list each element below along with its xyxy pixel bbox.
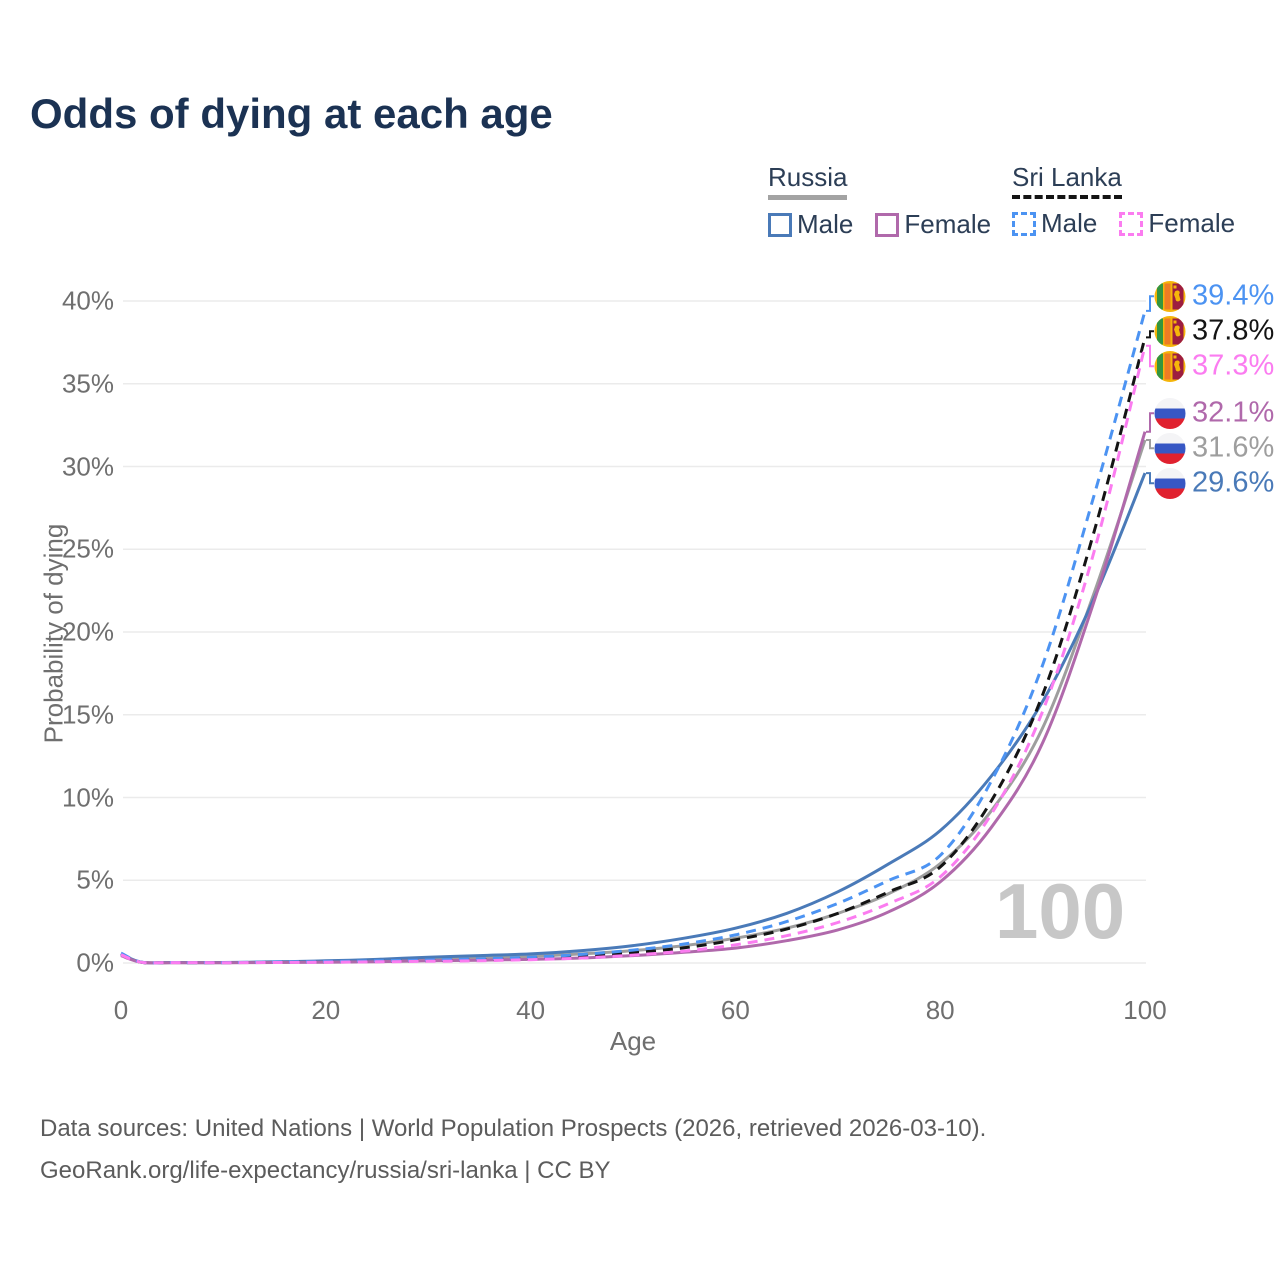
legend-russia-header: Russia (768, 162, 848, 200)
end-label-value-srilanka-female: 37.3% (1192, 349, 1275, 382)
end-label-srilanka-both: 37.8% (1154, 315, 1274, 348)
leader-srilanka-male (1146, 295, 1154, 312)
x-axis-title: Age (609, 1026, 657, 1056)
end-label-value-srilanka-both: 37.8% (1192, 314, 1275, 347)
end-label-russia-male: 29.6% (1154, 467, 1274, 500)
legend-sri-lanka: Sri Lanka Male Female (1012, 162, 1257, 239)
legend-swatch-russia-female[interactable] (875, 212, 900, 237)
legend-russia-row: Male Female (768, 209, 1013, 240)
legend-label-russia-female[interactable]: Female (904, 209, 992, 239)
end-label-value-srilanka-male: 39.4% (1192, 279, 1275, 312)
y-tick-15%: 15% (61, 699, 114, 730)
x-tick-0: 0 (113, 995, 129, 1025)
series-lines (120, 310, 1147, 965)
legend-label-sri-lanka-male[interactable]: Male (1041, 208, 1098, 238)
legend-swatch-sri-lanka-female[interactable] (1119, 211, 1144, 236)
y-tick-0%: 0% (76, 947, 114, 978)
line-russia-both (120, 439, 1147, 965)
page-title: Odds of dying at each age (30, 90, 553, 137)
y-tick-35%: 35% (61, 368, 114, 399)
leader-russia-female (1146, 412, 1154, 433)
legend-label-sri-lanka-female[interactable]: Female (1148, 208, 1236, 238)
leader-srilanka-female (1146, 344, 1154, 368)
legend-label-russia-male[interactable]: Male (797, 209, 854, 239)
end-label-srilanka-male: 39.4% (1154, 280, 1274, 313)
end-label-value-russia-female: 32.1% (1192, 396, 1275, 429)
legend-russia: Russia Male Female (768, 162, 1013, 240)
x-tick-60: 60 (720, 995, 750, 1025)
y-tick-40%: 40% (61, 285, 114, 316)
leader-russia-male (1146, 472, 1154, 485)
end-label-srilanka-female: 37.3% (1154, 350, 1274, 383)
russia-flag-icon (1154, 432, 1186, 464)
line-srilanka-male (120, 310, 1147, 965)
end-label-russia-both: 31.6% (1154, 432, 1274, 465)
x-tick-100: 100 (1123, 995, 1167, 1025)
legend-swatch-sri-lanka-male[interactable] (1012, 211, 1036, 236)
end-label-value-russia-male: 29.6% (1192, 466, 1275, 499)
x-tick-40: 40 (516, 995, 546, 1025)
russia-flag-icon (1154, 397, 1186, 429)
end-label-russia-female: 32.1% (1154, 397, 1274, 430)
sri-lanka-flag-icon (1154, 315, 1186, 347)
y-tick-5%: 5% (76, 864, 114, 895)
end-label-value-russia-both: 31.6% (1192, 431, 1275, 464)
age-watermark: 100 (995, 867, 1126, 955)
sri-lanka-flag-icon (1154, 350, 1186, 382)
leader-lines (1146, 295, 1154, 485)
leader-russia-both (1146, 439, 1154, 450)
leader-srilanka-both (1146, 330, 1154, 339)
x-tick-20: 20 (311, 995, 341, 1025)
legend-sri-lanka-header: Sri Lanka (1012, 162, 1122, 199)
y-tick-25%: 25% (61, 533, 114, 564)
y-tick-30%: 30% (61, 451, 114, 481)
x-tick-80: 80 (925, 995, 955, 1025)
gridlines (123, 300, 1146, 964)
legend-sri-lanka-row: Male Female (1012, 208, 1257, 239)
line-srilanka-both (120, 337, 1147, 965)
legend-swatch-russia-male[interactable] (768, 212, 792, 237)
line-russia-male (120, 472, 1147, 965)
footer: Data sources: United Nations | World Pop… (40, 1108, 986, 1192)
y-tick-10%: 10% (61, 782, 114, 812)
y-axis-title: Probability of dying (38, 523, 69, 744)
sri-lanka-flag-icon (1154, 280, 1186, 312)
russia-flag-icon (1154, 467, 1186, 499)
footer-attribution: GeoRank.org/life-expectancy/russia/sri-l… (40, 1157, 611, 1184)
line-russia-female (120, 431, 1147, 965)
y-tick-20%: 20% (61, 616, 114, 647)
footer-data-sources: Data sources: United Nations | World Pop… (40, 1115, 987, 1142)
line-srilanka-female (120, 345, 1147, 965)
